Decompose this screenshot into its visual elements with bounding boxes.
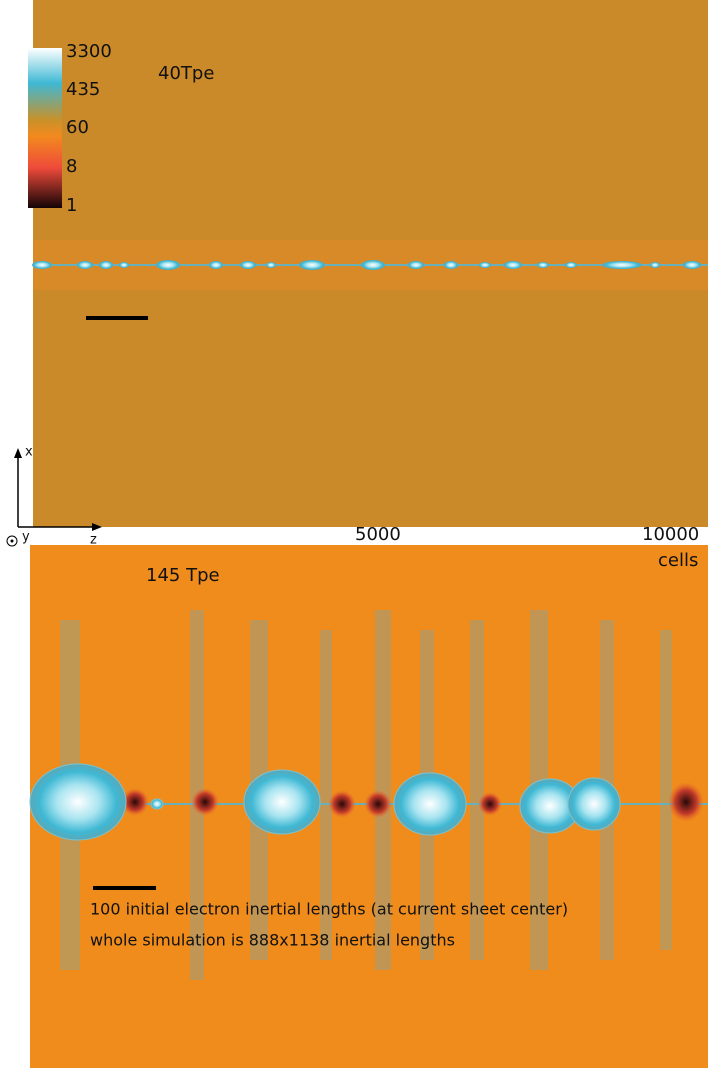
colorbar-label: 3300 [66,41,112,62]
out-of-plane-dot [10,539,14,543]
colorbar [28,48,62,208]
axis-label: z [90,533,97,548]
axis-label: x [25,445,33,460]
arrowhead [14,448,22,458]
colorbar-label: 435 [66,79,100,100]
out-of-plane [6,535,18,547]
colorbar-label: 1 [66,195,77,216]
axis-label: y [22,530,30,545]
note: 100 initial electron inertial lengths (a… [90,900,568,919]
unit-label: cells [658,550,698,571]
panel-label: 145 Tpe [146,565,220,586]
colorbar-label: 60 [66,117,89,138]
tick-label: 10000 [642,524,699,545]
panel-label: 40Tpe [158,63,214,84]
reconnection-sites [121,782,704,822]
tick-label: 5000 [355,524,401,545]
arrowhead [92,523,102,531]
plasmoids [29,763,621,841]
colorbar-label: 8 [66,156,77,177]
islands [32,260,701,270]
note: whole simulation is 888x1138 inertial le… [90,931,455,950]
